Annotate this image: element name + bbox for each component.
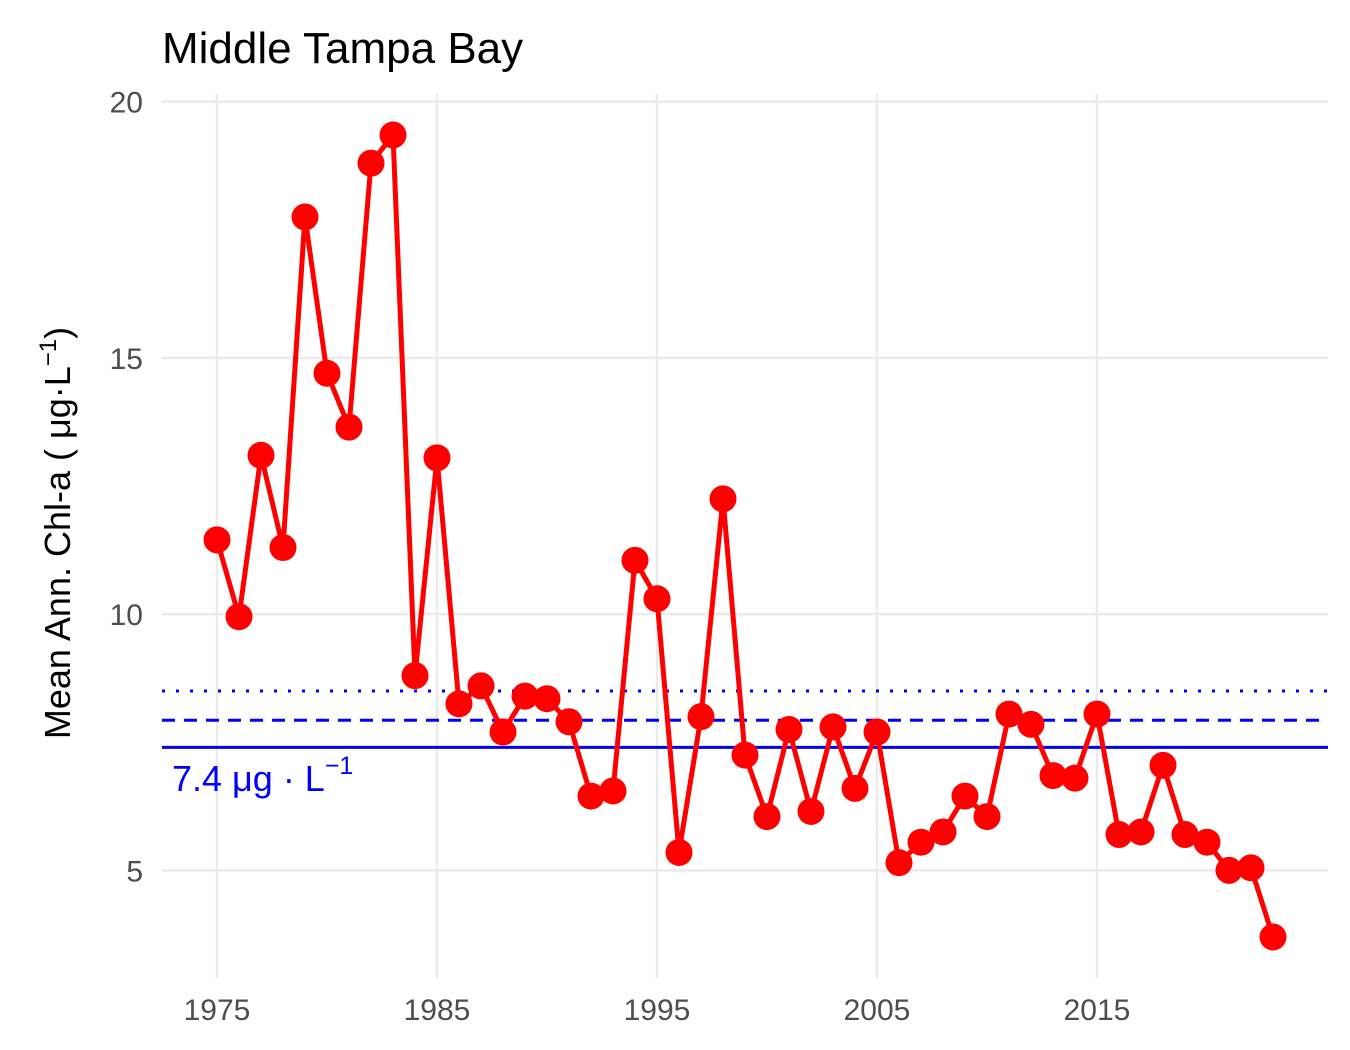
data-point-1982 (357, 149, 385, 177)
data-point-2006 (885, 849, 913, 877)
data-point-2011 (995, 700, 1023, 728)
threshold-annotation: 7.4 μg · L−1 (172, 752, 353, 799)
data-point-2000 (753, 803, 781, 831)
x-tick-label-1985: 1985 (404, 994, 471, 1027)
data-point-2022 (1237, 854, 1265, 882)
data-point-2018 (1149, 751, 1177, 779)
data-point-2014 (1061, 764, 1089, 792)
data-point-1987 (467, 672, 495, 700)
data-point-1980 (313, 359, 341, 387)
y-axis-title-sup: −1 (35, 339, 62, 366)
x-tick-label-2005: 2005 (844, 994, 911, 1027)
data-point-1993 (599, 777, 627, 805)
data-point-2008 (929, 818, 957, 846)
data-point-1983 (379, 121, 407, 149)
data-point-2003 (819, 713, 847, 741)
data-point-1996 (665, 838, 693, 866)
threshold-annotation-sup: −1 (325, 752, 354, 780)
y-axis-title-close: ) (37, 327, 78, 339)
y-tick-label-15: 15 (110, 343, 143, 376)
data-point-1978 (269, 534, 297, 562)
axis-labels: 1975 1985 1995 2005 2015 5 10 15 20 (110, 87, 1131, 1027)
data-point-1977 (247, 441, 275, 469)
data-point-2021 (1215, 856, 1243, 884)
data-point-1988 (489, 718, 517, 746)
data-point-1979 (291, 203, 319, 231)
y-axis-title-main: Mean Ann. Chl-a ( (37, 439, 78, 739)
y-axis-title-unit: μg·L (37, 366, 78, 439)
data-point-2015 (1083, 700, 1111, 728)
data-point-1989 (511, 682, 539, 710)
data-point-2017 (1127, 818, 1155, 846)
data-point-2009 (951, 782, 979, 810)
data-point-1990 (533, 685, 561, 713)
data-point-1984 (401, 662, 429, 690)
grid-layer (162, 94, 1328, 978)
data-point-1985 (423, 444, 451, 472)
data-point-2001 (775, 715, 803, 743)
data-point-1994 (621, 546, 649, 574)
chart-title: Middle Tampa Bay (162, 24, 523, 73)
data-point-2010 (973, 803, 1001, 831)
data-point-1991 (555, 708, 583, 736)
data-point-1976 (225, 603, 253, 631)
data-point-2004 (841, 774, 869, 802)
threshold-annotation-main: 7.4 μg · L (172, 758, 325, 799)
data-point-1995 (643, 585, 671, 613)
data-point-2012 (1017, 710, 1045, 738)
data-point-2013 (1039, 762, 1067, 790)
data-point-2005 (863, 718, 891, 746)
data-point-2023 (1259, 923, 1287, 951)
data-point-2002 (797, 797, 825, 825)
data-point-1998 (709, 485, 737, 513)
data-point-1992 (577, 782, 605, 810)
data-point-2019 (1171, 821, 1199, 849)
y-tick-label-20: 20 (110, 87, 143, 120)
data-point-2007 (907, 828, 935, 856)
data-point-1999 (731, 741, 759, 769)
data-point-1997 (687, 703, 715, 731)
data-point-2016 (1105, 821, 1133, 849)
x-tick-label-1995: 1995 (624, 994, 691, 1027)
x-tick-label-2015: 2015 (1064, 994, 1131, 1027)
series-layer (203, 121, 1287, 951)
data-point-2020 (1193, 828, 1221, 856)
y-axis-title: Mean Ann. Chl-a ( μg·L−1) (35, 327, 78, 739)
series-line (214, 132, 1276, 938)
data-point-1986 (445, 690, 473, 718)
y-tick-label-10: 10 (110, 599, 143, 632)
x-tick-label-1975: 1975 (184, 994, 251, 1027)
data-point-1981 (335, 413, 363, 441)
data-point-1975 (203, 526, 231, 554)
y-tick-label-5: 5 (126, 855, 143, 888)
